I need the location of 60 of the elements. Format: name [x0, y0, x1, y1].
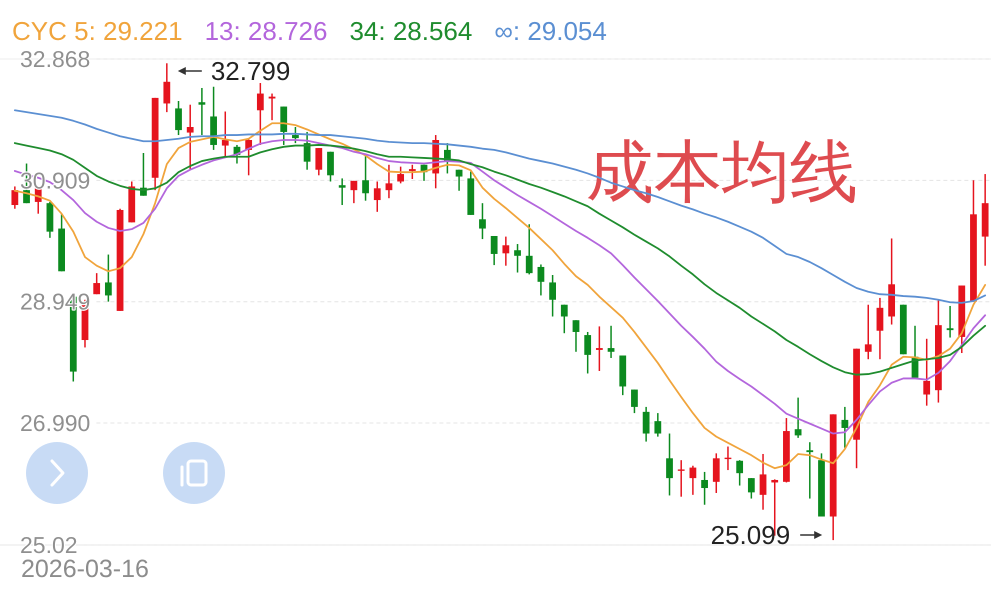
candlestick — [268, 92, 276, 121]
candlestick — [642, 406, 650, 442]
candlestick — [690, 464, 696, 496]
candlestick — [292, 126, 299, 144]
y-tick-label: 25.02 — [20, 532, 78, 558]
candlestick — [572, 319, 580, 353]
candlestick — [408, 164, 416, 180]
text: 13: 28.726 — [204, 16, 328, 46]
candlestick — [256, 82, 264, 146]
candlestick — [724, 446, 732, 471]
text: CYC 5: 29.221 — [12, 16, 183, 46]
text: ∞: 29.054 — [494, 16, 607, 46]
candlestick — [386, 164, 392, 199]
candlestick — [456, 168, 462, 192]
candlestick — [654, 412, 662, 438]
candlestick — [748, 477, 755, 500]
candlestick — [736, 459, 744, 486]
candlestick — [549, 274, 556, 318]
annotation: 32.799 — [210, 56, 290, 86]
candlestick — [163, 62, 170, 113]
candlestick — [760, 453, 766, 510]
text: 34: 28.564 — [349, 16, 472, 46]
candlestick — [93, 272, 100, 295]
candlestick — [631, 388, 638, 414]
candlestick — [175, 100, 182, 136]
candlestick — [560, 304, 568, 334]
candlestick — [374, 180, 381, 213]
candlestick — [362, 154, 369, 202]
candlestick — [186, 104, 194, 170]
candlestick — [666, 432, 673, 496]
candlestick — [538, 264, 544, 296]
candlestick — [596, 326, 603, 372]
candlestick — [490, 235, 498, 266]
candlestick — [514, 243, 521, 274]
candlestick — [315, 147, 322, 176]
annotation: 25.099 — [710, 520, 790, 550]
y-tick-label: 26.990 — [20, 410, 90, 436]
candlestick — [338, 178, 346, 206]
y-tick-label: 32.868 — [20, 46, 90, 72]
candlestick — [479, 202, 486, 240]
candlestick — [794, 396, 802, 439]
candlestick — [608, 325, 614, 359]
text: 2026-03-16 — [21, 555, 149, 583]
candlestick — [923, 338, 930, 406]
candlestick — [198, 87, 206, 136]
candlestick — [678, 459, 685, 498]
candlestick — [304, 131, 310, 170]
candlestick — [864, 304, 872, 360]
candlestick — [502, 236, 510, 266]
candlestick — [526, 223, 533, 276]
candlestick — [876, 297, 884, 360]
candlestick — [701, 471, 708, 506]
candlestick — [584, 331, 592, 374]
candlestick — [841, 406, 848, 449]
candlestick — [104, 254, 112, 302]
candlestick — [712, 452, 720, 494]
candlestick — [327, 151, 334, 182]
candlestick — [397, 166, 404, 184]
candlestick — [11, 186, 18, 210]
candlestick — [350, 180, 358, 204]
